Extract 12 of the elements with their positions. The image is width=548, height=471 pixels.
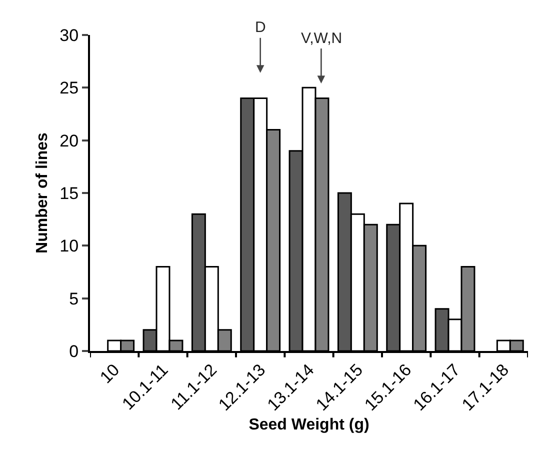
- y-tick-label: 15: [60, 184, 79, 203]
- y-tick-label: 30: [60, 26, 79, 45]
- y-axis-title: Number of lines: [34, 132, 51, 254]
- y-tick-label: 0: [69, 342, 79, 361]
- y-tick-label: 25: [60, 78, 79, 98]
- x-axis-title: Seed Weight (g): [248, 416, 370, 434]
- y-tick-label: 10: [60, 236, 79, 256]
- x-tick-label: 10: [96, 360, 124, 388]
- y-tick-label: 5: [69, 289, 79, 308]
- annotation: V,W,N: [301, 30, 342, 47]
- y-tick-label: 20: [60, 131, 79, 150]
- annotation: D: [255, 19, 266, 36]
